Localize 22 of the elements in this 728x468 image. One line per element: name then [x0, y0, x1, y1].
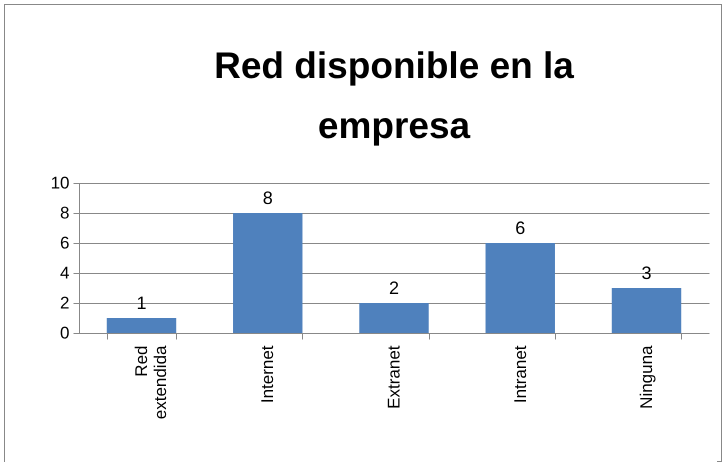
x-tick-label: Ninguna: [637, 344, 656, 409]
bar: [359, 303, 429, 333]
chart-title: Red disponible en la empresa: [214, 45, 574, 146]
y-tick-label: 4: [60, 264, 70, 282]
data-label: 2: [388, 278, 400, 298]
data-label: 6: [515, 218, 526, 238]
x-tick-label: Internet: [258, 345, 278, 404]
x-tick-label: Red extendida: [132, 344, 170, 420]
y-tick-label: 0: [60, 324, 70, 342]
bar: [233, 213, 302, 333]
data-label: 1: [136, 293, 147, 313]
x-tick-label: Extranet: [384, 345, 404, 409]
data-label: 8: [262, 188, 273, 208]
data-label: 3: [641, 263, 652, 283]
bar: [612, 288, 682, 333]
y-tick-label: 10: [50, 174, 70, 192]
y-tick-label: 8: [60, 204, 70, 222]
y-tick-label: 6: [60, 234, 70, 252]
bar: [106, 318, 176, 333]
y-tick-label: 2: [60, 294, 70, 312]
bar: [486, 243, 555, 333]
x-tick-label: Intranet: [510, 345, 530, 404]
